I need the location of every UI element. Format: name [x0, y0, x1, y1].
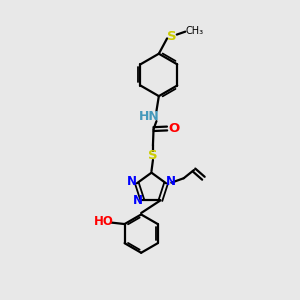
- Text: S: S: [167, 30, 177, 43]
- Text: N: N: [166, 175, 176, 188]
- Text: O: O: [168, 122, 179, 135]
- Text: CH₃: CH₃: [186, 26, 204, 36]
- Text: HN: HN: [139, 110, 160, 123]
- Text: N: N: [133, 194, 143, 207]
- Text: HO: HO: [94, 215, 113, 229]
- Text: N: N: [127, 175, 137, 188]
- Text: S: S: [148, 149, 158, 162]
